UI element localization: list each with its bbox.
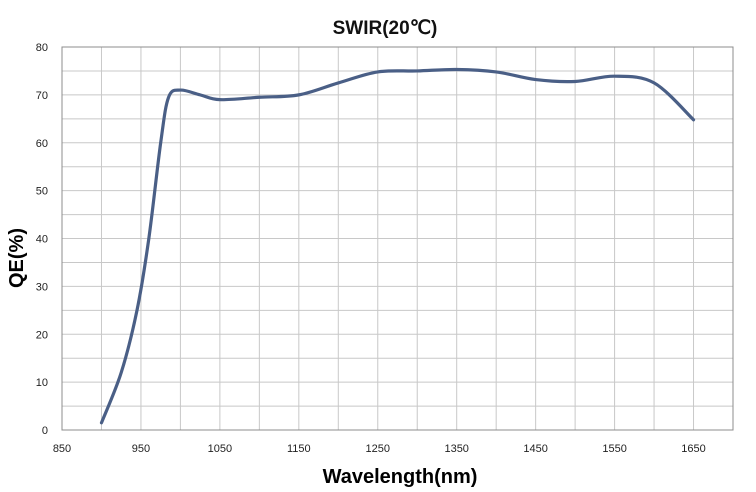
x-tick-label: 1450 — [523, 443, 547, 455]
y-tick-labels: 0 10 20 30 40 50 60 70 80 — [36, 42, 48, 437]
y-tick-label: 30 — [36, 281, 48, 293]
x-tick-label: 1250 — [366, 443, 390, 455]
grid-layer — [62, 47, 733, 430]
chart-title: SWIR(20℃) — [333, 18, 438, 39]
x-tick-label: 1350 — [444, 443, 468, 455]
y-axis-title: QE(%) — [6, 228, 28, 288]
x-tick-label: 1150 — [287, 443, 311, 455]
x-tick-label: 1650 — [681, 443, 705, 455]
x-tick-label: 850 — [53, 443, 71, 455]
y-tick-label: 0 — [42, 425, 48, 437]
series-line — [99, 67, 696, 425]
y-tick-label: 80 — [36, 42, 48, 54]
y-tick-label: 10 — [36, 377, 48, 389]
y-tick-label: 60 — [36, 138, 48, 150]
series-layer — [99, 67, 696, 425]
y-tick-label: 20 — [36, 329, 48, 341]
y-tick-label: 50 — [36, 186, 48, 198]
x-tick-label: 1050 — [208, 443, 232, 455]
y-tick-label: 70 — [36, 90, 48, 102]
x-axis-title: Wavelength(nm) — [323, 466, 478, 488]
y-tick-label: 40 — [36, 234, 48, 246]
x-tick-label: 1550 — [602, 443, 626, 455]
x-tick-label: 950 — [132, 443, 150, 455]
plot-frame — [61, 46, 734, 431]
x-tick-labels: 850 950 1050 1150 1250 1350 1450 1550 1650 — [53, 443, 706, 455]
